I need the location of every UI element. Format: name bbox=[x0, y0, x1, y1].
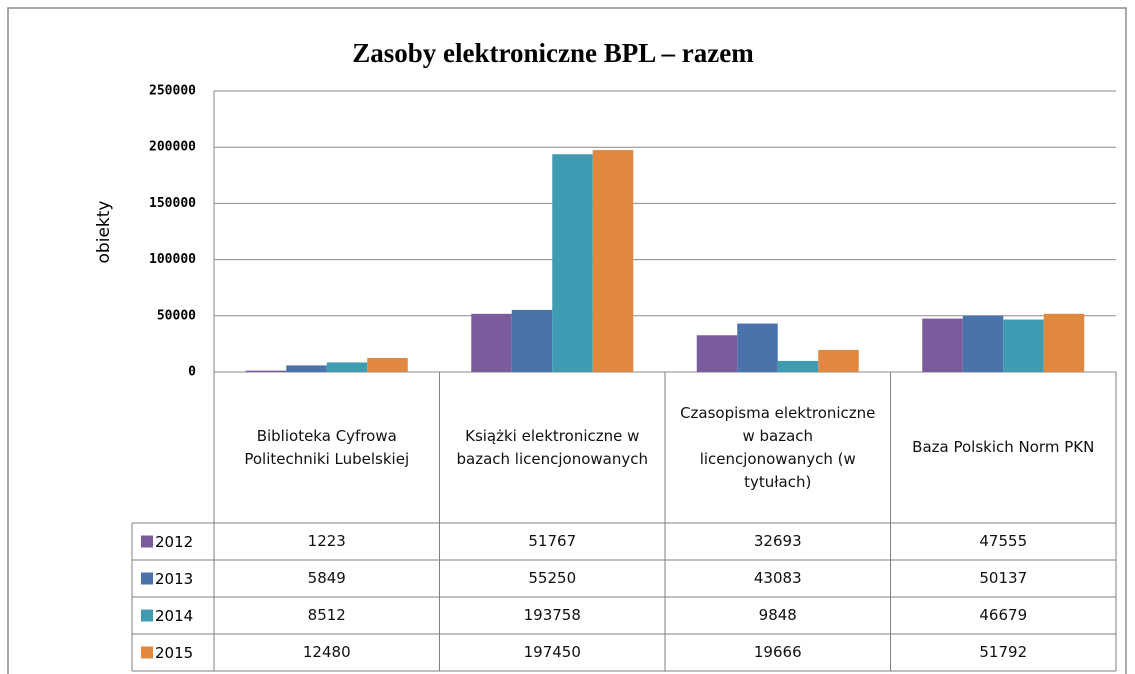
table-value: 19666 bbox=[753, 643, 802, 661]
legend-label: 2015 bbox=[155, 644, 193, 662]
legend-key bbox=[141, 646, 153, 659]
y-axis-label: obiekty bbox=[94, 201, 114, 264]
table-value: 51792 bbox=[979, 643, 1028, 661]
legend-label: 2014 bbox=[155, 607, 193, 625]
table-value: 50137 bbox=[979, 569, 1028, 587]
y-tick-label: 50000 bbox=[157, 308, 196, 323]
legend-label: 2012 bbox=[155, 533, 193, 551]
bar bbox=[1003, 319, 1044, 372]
table-value: 12480 bbox=[302, 643, 351, 661]
bar bbox=[286, 365, 327, 372]
bar bbox=[511, 309, 553, 372]
table-value: 197450 bbox=[523, 643, 581, 661]
bar bbox=[552, 154, 593, 372]
table-value: 9848 bbox=[758, 606, 797, 624]
legend-key bbox=[141, 609, 153, 622]
bar bbox=[245, 370, 287, 372]
legend-key bbox=[141, 535, 153, 548]
legend-key bbox=[141, 572, 153, 585]
bar bbox=[592, 150, 634, 372]
table-value: 193758 bbox=[523, 606, 581, 624]
table-value: 46679 bbox=[979, 606, 1028, 624]
table-value: 1223 bbox=[307, 532, 346, 550]
chart-title: Zasoby elektroniczne BPL – razem bbox=[352, 38, 754, 68]
bar bbox=[962, 315, 1004, 372]
bar bbox=[922, 318, 963, 372]
bar bbox=[326, 362, 368, 372]
bar bbox=[777, 360, 819, 372]
bar bbox=[818, 349, 859, 372]
y-tick-label: 0 bbox=[188, 365, 196, 380]
chart-frame bbox=[7, 7, 1127, 674]
table-value: 55250 bbox=[528, 569, 577, 587]
y-tick-label: 100000 bbox=[149, 252, 196, 267]
table-value: 5849 bbox=[307, 569, 346, 587]
bar bbox=[471, 313, 512, 372]
table-value: 32693 bbox=[753, 532, 802, 550]
category-label: Baza Polskich Norm PKN bbox=[912, 438, 1095, 456]
table-value: 43083 bbox=[753, 569, 802, 587]
table-value: 47555 bbox=[979, 532, 1028, 550]
bar bbox=[367, 357, 408, 372]
bar bbox=[1043, 313, 1085, 372]
category-label: Biblioteka Cyfrowa Politechniki Lubelski… bbox=[244, 426, 410, 468]
y-tick-label: 150000 bbox=[149, 196, 196, 211]
table-value: 51767 bbox=[528, 532, 577, 550]
bar bbox=[696, 335, 738, 372]
category-label: Książki elektroniczne w bazach licencjon… bbox=[456, 426, 649, 468]
legend-label: 2013 bbox=[155, 570, 193, 588]
table-value: 8512 bbox=[307, 606, 346, 624]
y-tick-label: 250000 bbox=[149, 84, 196, 99]
y-tick-label: 200000 bbox=[149, 140, 196, 155]
bar bbox=[737, 323, 778, 372]
category-label: Czasopisma elektroniczne w bazach licenc… bbox=[680, 403, 876, 491]
